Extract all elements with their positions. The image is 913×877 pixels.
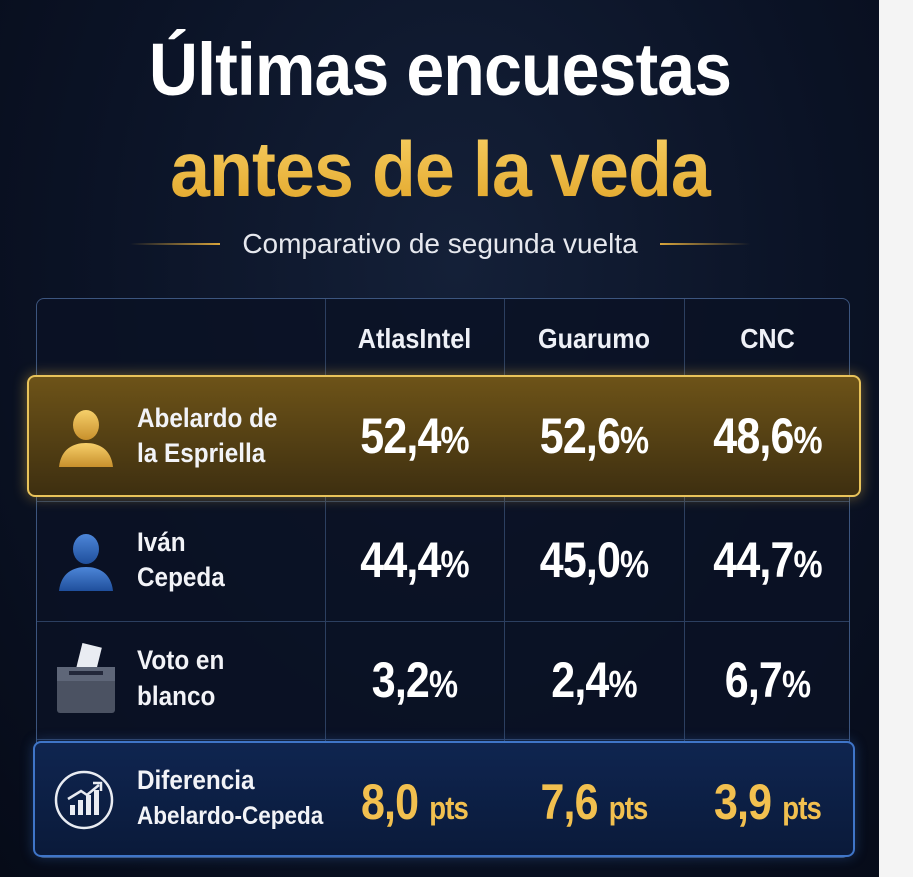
value-cell: 48,6% <box>696 407 840 465</box>
value-unit: % <box>620 420 649 462</box>
col-divider <box>325 299 326 857</box>
value-number: 52,6 <box>539 408 621 464</box>
table-row-highlight <box>27 375 861 497</box>
row-label-line1: Diferencia <box>137 765 255 795</box>
value-unit: pts <box>782 790 822 826</box>
column-header-guarumo: Guarumo <box>537 323 651 354</box>
value-cell: 52,6% <box>517 407 672 465</box>
value-cell: 3,9 pts <box>696 773 840 831</box>
title-line1: Últimas encuestas <box>148 28 732 111</box>
value-number: 44,7 <box>713 532 794 588</box>
value-cell: 45,0% <box>517 531 672 589</box>
row-divider <box>37 621 849 622</box>
value-cell: 7,6 pts <box>517 773 672 831</box>
table-row: Abelardo de la Espriella 52,4% 52,6% 48,… <box>37 375 851 497</box>
row-label-line2: Cepeda <box>137 562 225 592</box>
value-number: 2,4 <box>551 652 609 708</box>
chart-up-icon <box>53 769 115 836</box>
value-number: 3,9 <box>713 774 772 830</box>
divider-left <box>130 243 221 245</box>
row-label-line1: Voto en <box>137 645 225 675</box>
value-number: 6,7 <box>724 652 783 708</box>
table-row: Iván Cepeda 44,4% 45,0% 44,7% <box>37 501 851 621</box>
divider-right <box>659 243 750 245</box>
value-number: 7,6 <box>540 774 598 830</box>
row-label-line1: Abelardo de <box>137 403 278 433</box>
value-number: 52,4 <box>360 408 441 464</box>
value-unit: % <box>440 544 470 586</box>
value-cell: 44,7% <box>696 531 840 589</box>
value-number: 44,4 <box>360 532 441 588</box>
value-unit: pts <box>429 790 469 826</box>
value-unit: % <box>428 664 458 706</box>
value-unit: pts <box>608 790 649 826</box>
value-unit: % <box>781 664 811 706</box>
title-line2: antes de la veda <box>35 127 845 211</box>
col-divider <box>504 299 505 857</box>
value-cell: 44,4% <box>338 531 492 589</box>
value-number: 48,6 <box>713 408 794 464</box>
value-cell: 52,4% <box>338 407 492 465</box>
value-unit: % <box>793 420 823 462</box>
table-row-diff-box <box>33 741 855 857</box>
table-row: Diferencia Abelardo-Cepeda 8,0 pts 7,6 p… <box>37 741 851 857</box>
value-number: 3,2 <box>371 652 430 708</box>
ballot-box-icon <box>55 642 117 720</box>
side-strip <box>879 0 913 877</box>
value-cell: 8,0 pts <box>338 773 492 831</box>
subtitle: Comparativo de segunda vuelta <box>242 228 638 259</box>
value-unit: % <box>608 664 637 706</box>
value-unit: % <box>620 544 649 586</box>
value-unit: % <box>793 544 823 586</box>
value-cell: 6,7% <box>696 651 840 709</box>
table-row: Voto en blanco 3,2% 2,4% 6,7% <box>37 621 851 739</box>
row-label-line1: Iván <box>137 527 186 557</box>
row-divider <box>37 739 849 740</box>
subtitle-row: Comparativo de segunda vuelta <box>0 226 880 262</box>
row-label-line2: la Espriella <box>137 438 266 468</box>
column-header-cnc: CNC <box>740 323 795 354</box>
row-divider <box>37 501 849 502</box>
person-icon <box>55 405 117 472</box>
value-cell: 2,4% <box>517 651 672 709</box>
person-icon <box>55 529 117 596</box>
row-label-line2: blanco <box>137 681 216 711</box>
column-header-atlasintel: AtlasIntel <box>357 323 472 354</box>
col-divider <box>684 299 685 857</box>
value-number: 45,0 <box>539 532 621 588</box>
value-number: 8,0 <box>360 774 419 830</box>
row-label-line2: Abelardo-Cepeda <box>137 802 324 830</box>
value-cell: 3,2% <box>338 651 492 709</box>
poll-table: AtlasIntel Guarumo CNC Abelardo de la Es… <box>27 298 861 858</box>
value-unit: % <box>440 420 470 462</box>
